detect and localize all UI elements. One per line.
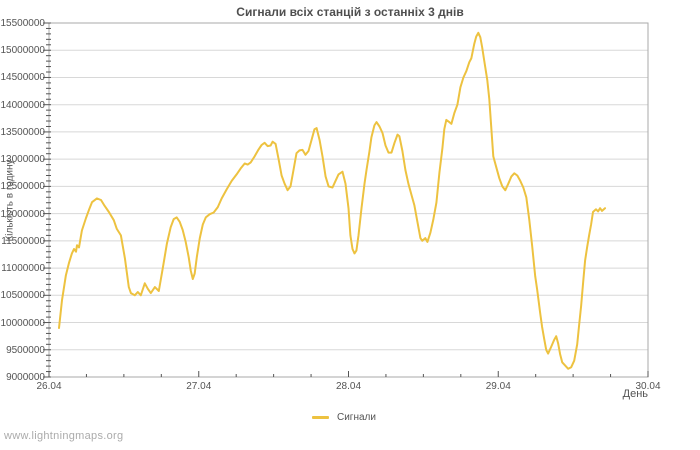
y-tick-label: 15000000 [0,45,46,57]
legend-line-swatch [312,416,329,419]
y-tick-label: 12500000 [0,181,46,193]
x-axis-title: День [622,388,648,400]
y-tick-label: 12000000 [0,208,46,220]
signal-line [58,31,606,370]
chart-title: Сигнали всіх станцій з останніх 3 днів [236,5,464,19]
y-tick-label: 9500000 [6,344,45,356]
x-tick-label: 29.04 [485,381,511,392]
y-tick-label: 13000000 [0,154,46,166]
y-tick-label: 14500000 [0,72,46,84]
y-axis-title: Кількість в годину [4,159,16,242]
y-tick-label: 15500000 [0,18,46,29]
y-tick-label: 11000000 [1,263,45,275]
x-tick-label: 27.04 [186,381,212,392]
x-tick-label: 28.04 [335,381,362,392]
legend-series-label: Сигнали [337,412,376,423]
y-tick-label: 9000000 [6,372,45,383]
y-tick-label: 10500000 [0,290,46,302]
x-axis-ticks [48,371,649,377]
y-tick-label: 14000000 [0,99,46,111]
gridlines [49,49,648,351]
y-tick-label: 13500000 [0,126,46,138]
y-tick-label: 11500000 [1,235,45,247]
y-axis-ticks [43,22,51,378]
watermark: www.lightningmaps.org [4,430,124,442]
y-tick-label: 10000000 [0,317,46,329]
x-tick-label: 30.04 [635,381,661,392]
legend: Сигнали [312,412,376,423]
x-tick-label: 26.04 [36,381,62,392]
